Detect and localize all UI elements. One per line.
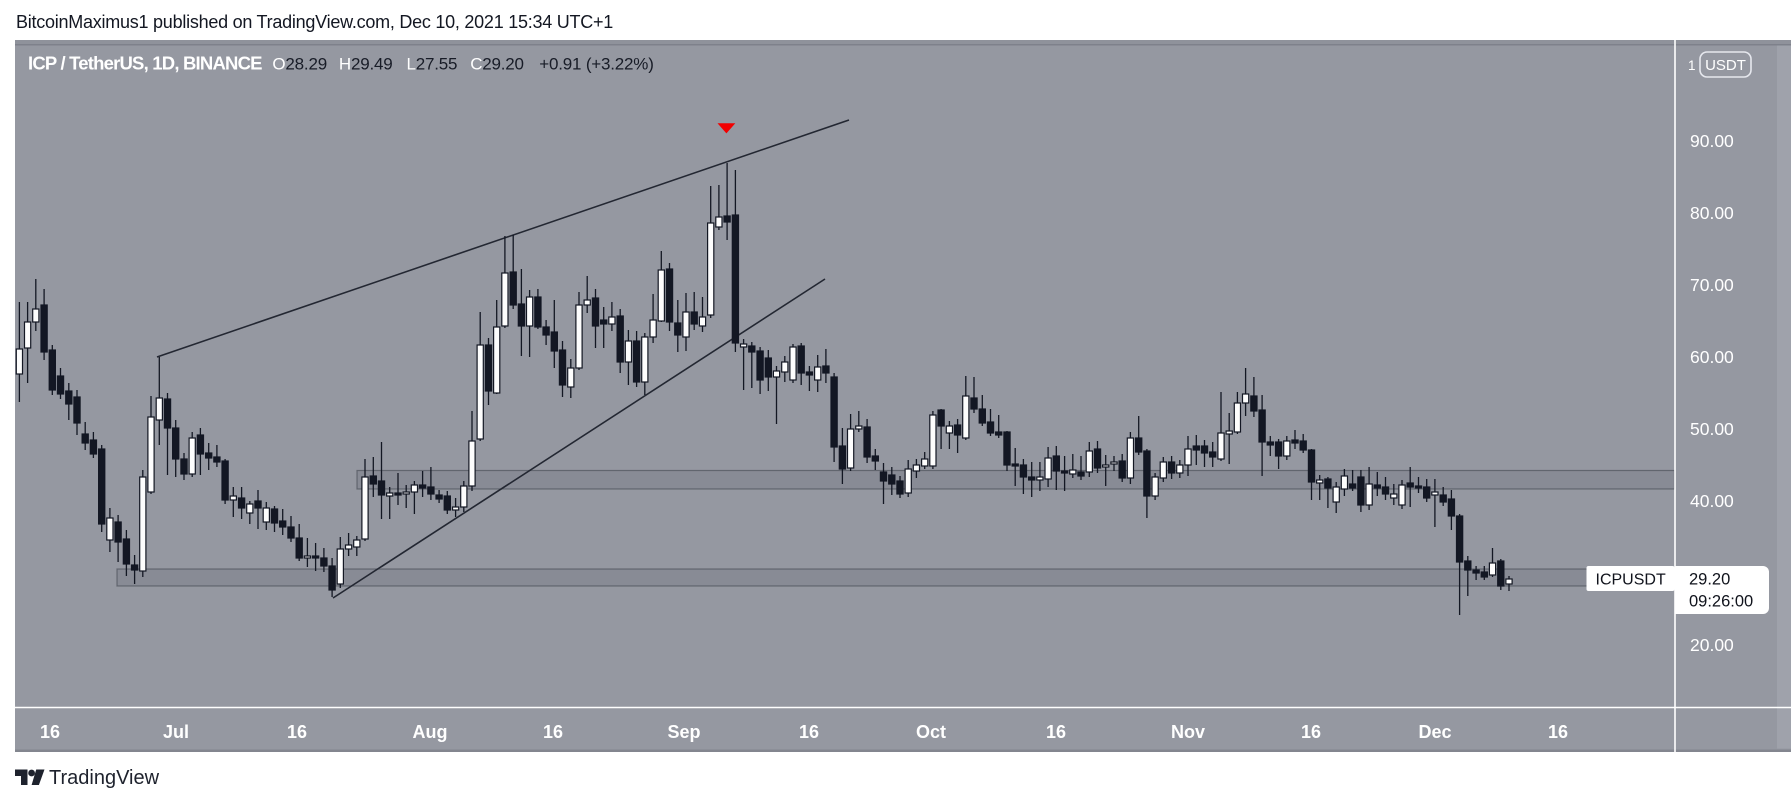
svg-text:16: 16 (1548, 722, 1568, 742)
svg-text:ICP / TetherUS, 1D, BINANCE: ICP / TetherUS, 1D, BINANCE (28, 53, 262, 74)
svg-text:70.00: 70.00 (1690, 275, 1734, 295)
svg-text:50.00: 50.00 (1690, 419, 1734, 439)
svg-text:+0.91 (+3.22%): +0.91 (+3.22%) (539, 55, 653, 74)
svg-text:80.00: 80.00 (1690, 203, 1734, 223)
svg-text:60.00: 60.00 (1690, 347, 1734, 367)
svg-text:16: 16 (40, 722, 60, 742)
svg-text:1: 1 (1688, 58, 1696, 73)
svg-text:16: 16 (543, 722, 563, 742)
svg-text:O28.29: O28.29 (272, 55, 327, 74)
svg-text:Oct: Oct (916, 722, 946, 742)
svg-text:BitcoinMaximus1 published on T: BitcoinMaximus1 published on TradingView… (16, 12, 613, 32)
svg-text:USDT: USDT (1705, 57, 1746, 74)
svg-text:ICPUSDT: ICPUSDT (1596, 572, 1666, 589)
svg-text:16: 16 (799, 722, 819, 742)
svg-text:90.00: 90.00 (1690, 131, 1734, 151)
svg-text:16: 16 (287, 722, 307, 742)
svg-text:40.00: 40.00 (1690, 491, 1734, 511)
svg-text:Aug: Aug (413, 722, 448, 742)
svg-text:16: 16 (1046, 722, 1066, 742)
svg-text:16: 16 (1301, 722, 1321, 742)
svg-text:09:26:00: 09:26:00 (1689, 593, 1753, 611)
svg-text:Dec: Dec (1418, 722, 1451, 742)
svg-text:L27.55: L27.55 (407, 55, 458, 74)
svg-text:C29.20: C29.20 (470, 55, 524, 74)
svg-text:20.00: 20.00 (1690, 635, 1734, 655)
svg-text:Nov: Nov (1171, 722, 1205, 742)
svg-text:H29.49: H29.49 (339, 55, 393, 74)
svg-text:Jul: Jul (163, 722, 189, 742)
svg-text:TradingView: TradingView (49, 767, 160, 789)
svg-text:Sep: Sep (667, 722, 700, 742)
svg-text:29.20: 29.20 (1689, 571, 1730, 589)
